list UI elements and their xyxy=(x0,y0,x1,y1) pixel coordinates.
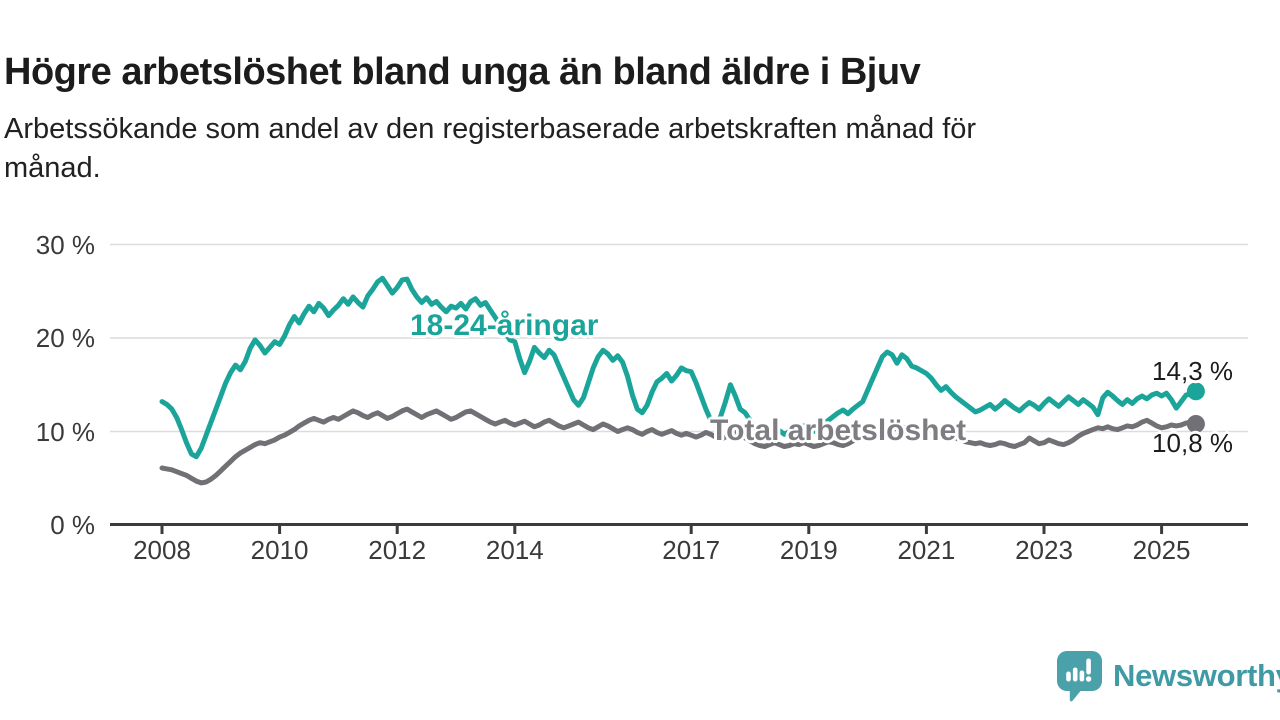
x-axis-label-2012: 2012 xyxy=(368,535,427,565)
chart-subtitle-line2: månad. xyxy=(4,152,101,184)
logo-bar-2 xyxy=(1072,667,1078,681)
x-axis-label-2008: 2008 xyxy=(133,535,191,565)
brand-name: Newsworthy xyxy=(1113,658,1280,693)
x-axis-label-2010: 2010 xyxy=(250,535,309,565)
x-axis-label-2025: 2025 xyxy=(1132,535,1191,565)
brand-footer: Newsworthy xyxy=(1056,648,1280,704)
series-end-dot-young xyxy=(1186,382,1205,401)
x-axis-label-2014: 2014 xyxy=(485,535,544,565)
y-axis-label-30: 30 % xyxy=(35,229,95,260)
end-value-label-young: 14,3 % xyxy=(1152,356,1233,386)
series-line-young xyxy=(159,275,1199,460)
x-axis-label-2017: 2017 xyxy=(662,535,721,565)
logo-exclamation-dot xyxy=(1085,675,1092,682)
logo-speech-bubble xyxy=(1057,650,1102,701)
x-axis-label-2023: 2023 xyxy=(1015,535,1073,565)
end-value-label-total: 10,8 % xyxy=(1152,428,1233,458)
series-label-total: Total arbetslöshet xyxy=(710,414,967,447)
logo-bar-1 xyxy=(1066,671,1071,681)
series-line-total xyxy=(159,406,1199,486)
chart-subtitle-line1: Arbetssökande som andel av den registerb… xyxy=(4,113,977,145)
x-axis-label-2019: 2019 xyxy=(779,535,838,565)
y-axis-label-20: 20 % xyxy=(35,323,95,353)
y-axis-label-0: 0 % xyxy=(50,510,95,540)
chart-subtitle: Arbetssökande som andel av den registerb… xyxy=(4,110,1204,188)
chart-title: Högre arbetslöshet bland unga än bland ä… xyxy=(4,51,921,94)
logo-exclamation-bar xyxy=(1086,658,1091,674)
newsworthy-logo-icon xyxy=(1057,650,1102,701)
series-label-young: 18-24-åringar xyxy=(410,309,599,342)
series-end-dot-total xyxy=(1186,415,1205,433)
logo-bar-3 xyxy=(1079,670,1085,681)
y-axis-label-10: 10 % xyxy=(35,416,95,447)
x-axis-label-2021: 2021 xyxy=(897,535,956,565)
